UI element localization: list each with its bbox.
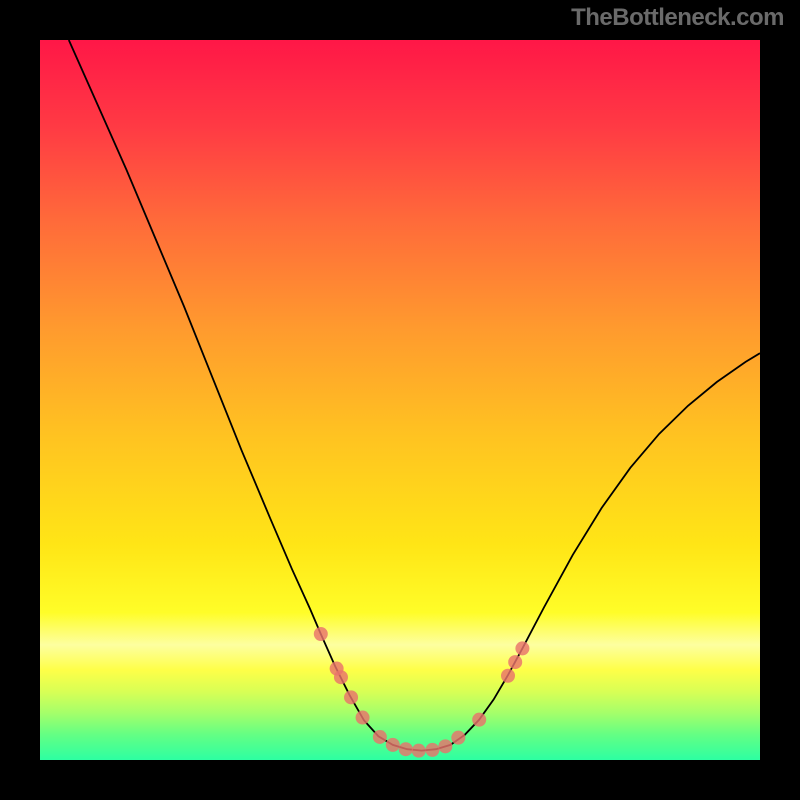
scatter-point bbox=[334, 670, 348, 684]
chart-plot bbox=[40, 40, 760, 760]
scatter-point bbox=[399, 742, 413, 756]
scatter-point bbox=[373, 730, 387, 744]
scatter-point bbox=[344, 690, 358, 704]
scatter-point bbox=[386, 738, 400, 752]
scatter-point bbox=[515, 641, 529, 655]
plot-background bbox=[40, 40, 760, 760]
scatter-point bbox=[472, 713, 486, 727]
scatter-point bbox=[356, 711, 370, 725]
scatter-point bbox=[438, 739, 452, 753]
scatter-point bbox=[451, 731, 465, 745]
scatter-point bbox=[425, 743, 439, 757]
scatter-point bbox=[314, 627, 328, 641]
figure-container: TheBottleneck.com bbox=[0, 0, 800, 800]
scatter-point bbox=[501, 669, 515, 683]
watermark-text: TheBottleneck.com bbox=[571, 4, 784, 32]
scatter-point bbox=[412, 744, 426, 758]
scatter-point bbox=[508, 655, 522, 669]
